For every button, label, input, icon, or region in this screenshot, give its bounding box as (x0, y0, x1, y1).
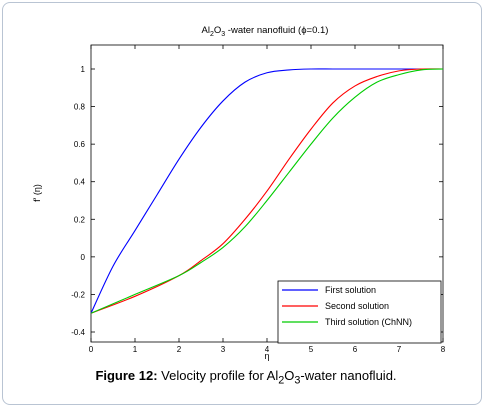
caption-text-a: Velocity profile for Al (157, 368, 279, 383)
x-tick-label: 0 (89, 345, 94, 354)
legend-label-3: Third solution (ChNN) (325, 317, 412, 327)
y-tick-label: 0.4 (74, 178, 86, 187)
legend-label-1: First solution (325, 285, 376, 295)
y-tick-label: 0.2 (74, 215, 86, 224)
y-tick-label: -0.4 (71, 328, 85, 337)
caption-sub-2: 2 (278, 374, 285, 387)
x-tick-label: 1 (133, 345, 138, 354)
figure-caption: Figure 12: Velocity profile for Al2O3-wa… (3, 368, 486, 387)
y-tick-label: 0 (81, 253, 86, 262)
x-tick-label: 5 (309, 345, 314, 354)
y-tick-label: 1 (81, 65, 86, 74)
x-tick-label: 8 (441, 345, 446, 354)
y-axis-ticks: -0.4 -0.2 0 0.2 0.4 0.6 0.8 1 (71, 65, 443, 337)
x-tick-label: 2 (177, 345, 182, 354)
caption-sub-3: 3 (294, 374, 301, 387)
series-lines (90, 68, 444, 314)
x-tick-label: 6 (353, 345, 358, 354)
legend-label-2: Second solution (325, 301, 389, 311)
chart: Al2O3 -water nanofluid (ϕ=0.1) 0 1 2 3 4 5 6 7 8… (32, 25, 446, 361)
series-line-1 (90, 68, 443, 314)
caption-text-c: -water nanofluid. (300, 368, 397, 383)
y-tick-label: 0.6 (74, 140, 86, 149)
x-tick-label: 4 (265, 345, 270, 354)
y-axis-label: f′ (η) (32, 184, 42, 202)
x-axis-label: η (264, 351, 269, 361)
chart-title: Al2O3 -water nanofluid (ϕ=0.1) (202, 25, 329, 38)
legend-box (277, 280, 442, 344)
caption-label: Figure 12: (95, 368, 158, 383)
y-tick-label: 0.8 (74, 103, 86, 112)
series-line-3 (90, 68, 444, 314)
legend: First solution Second solution Third solut… (277, 280, 442, 344)
y-tick-label: -0.2 (71, 290, 85, 299)
caption-text-b: O (284, 368, 295, 383)
x-axis-ticks: 0 1 2 3 4 5 6 7 8 (89, 45, 446, 354)
x-tick-label: 7 (397, 345, 402, 354)
x-tick-label: 3 (221, 345, 226, 354)
